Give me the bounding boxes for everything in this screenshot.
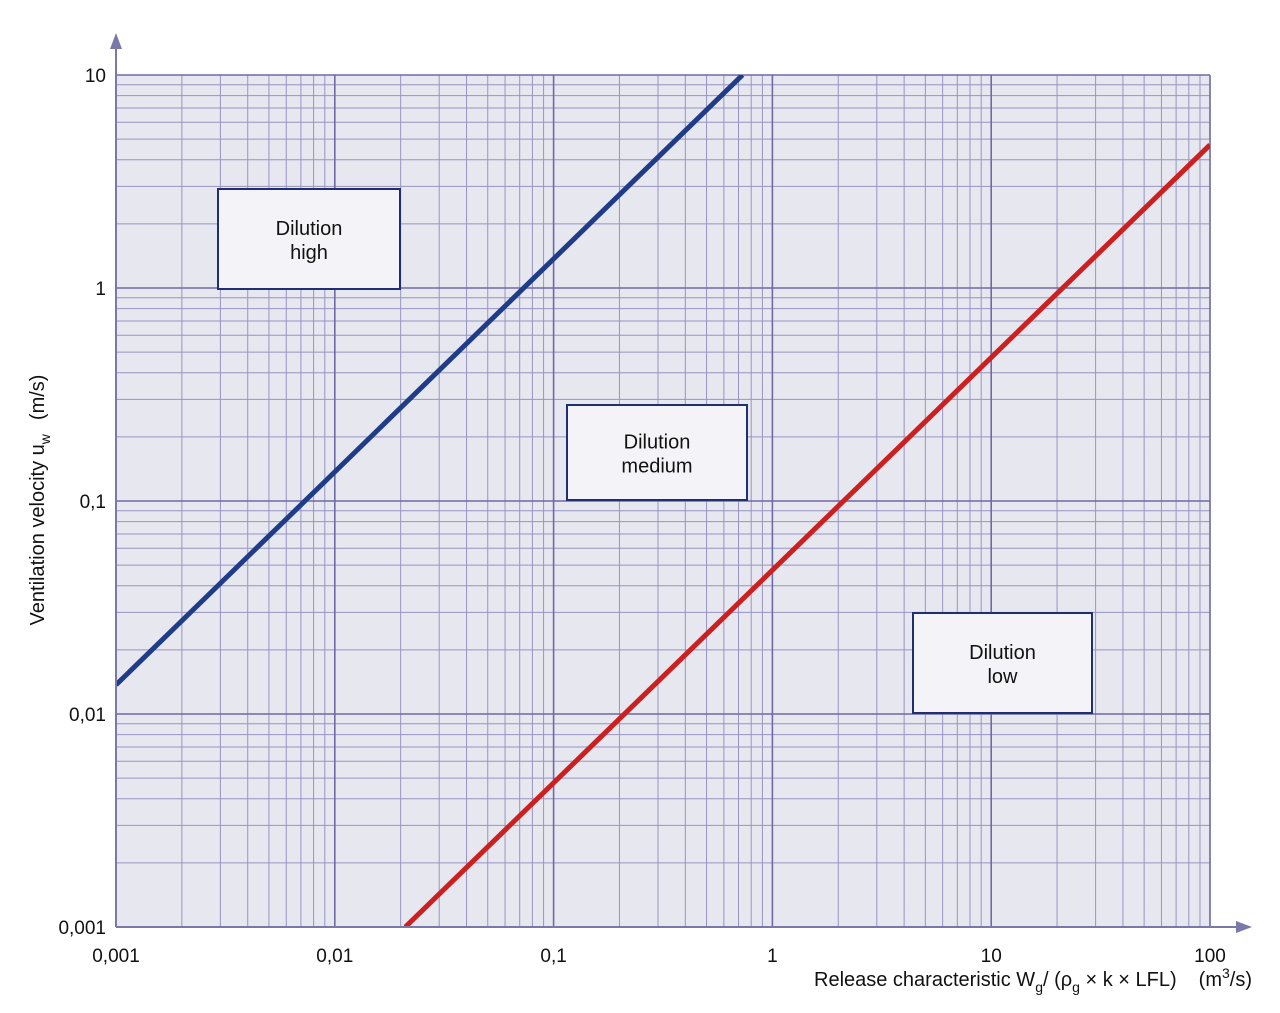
- y-tick-label: 10: [85, 66, 106, 87]
- series-line: [116, 75, 745, 687]
- y-tick-label: 0,1: [80, 492, 106, 513]
- annotation-text: Dilution: [624, 432, 691, 454]
- x-tick-label: 10: [981, 946, 1002, 967]
- annotation-text: Dilution: [276, 218, 343, 240]
- annotation-text: medium: [621, 456, 692, 478]
- x-label-unit: (m: [1199, 969, 1222, 991]
- lines: [116, 75, 1210, 927]
- y-tick-label: 1: [95, 279, 106, 300]
- x-label-unit-end: /s): [1230, 969, 1252, 991]
- x-label-sub: g: [1035, 979, 1043, 995]
- annotation-text: low: [987, 666, 1018, 688]
- y-axis-arrow: [110, 33, 122, 49]
- x-tick-label: 100: [1194, 946, 1226, 967]
- y-axis-label: Ventilation velocity uw (m/s): [27, 375, 53, 626]
- x-tick-label: 1: [767, 946, 778, 967]
- annotation-text: Dilution: [969, 642, 1036, 664]
- x-label-sup: 3: [1222, 965, 1230, 981]
- x-axis-arrow: [1236, 921, 1252, 933]
- series-line: [403, 143, 1210, 927]
- annotation-box: [566, 404, 748, 501]
- y-tick-label: 0,01: [69, 705, 106, 726]
- y-label-unit: (m/s): [27, 375, 49, 421]
- x-tick-label: 0,1: [540, 946, 566, 967]
- x-tick-label: 0,001: [92, 946, 140, 967]
- x-label-sub2: g: [1072, 979, 1080, 995]
- annotation-box: [217, 188, 401, 290]
- x-label-rest: × k × LFL): [1080, 969, 1177, 991]
- x-label-text: Release characteristic W: [814, 969, 1035, 991]
- y-label-sub: w: [37, 433, 53, 445]
- x-axis-label: Release characteristic Wg/ (ρg × k × LFL…: [814, 965, 1252, 995]
- x-label-mid: / (ρ: [1043, 969, 1072, 991]
- annotation-text: high: [290, 242, 328, 264]
- y-label-text: Ventilation velocity u: [27, 444, 49, 625]
- annotation-box: [912, 612, 1093, 714]
- y-tick-label: 0,001: [58, 918, 106, 939]
- x-tick-label: 0,01: [316, 946, 353, 967]
